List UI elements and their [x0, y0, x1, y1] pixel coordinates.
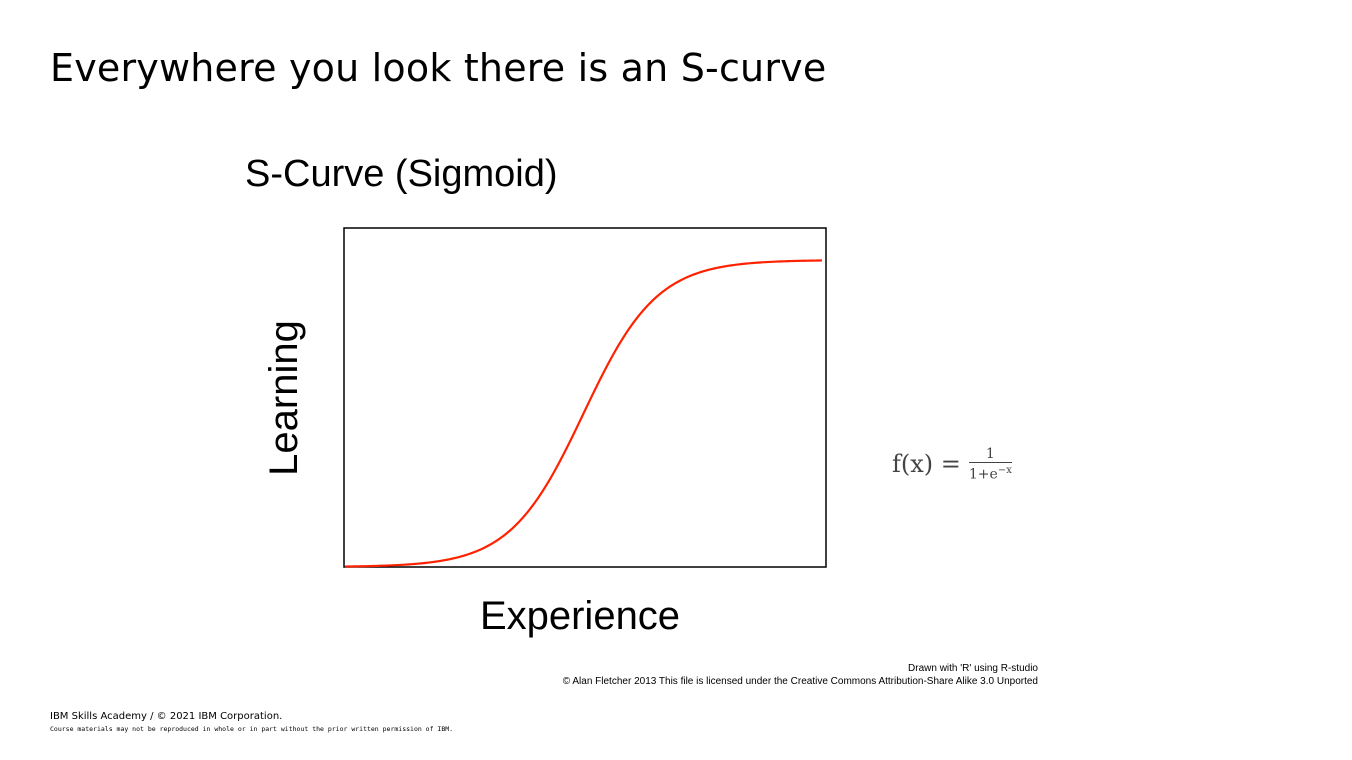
- formula-numerator: 1: [985, 446, 995, 462]
- sigmoid-formula: f(x) = 1 1+e−x: [892, 447, 1012, 482]
- credit-line-1: Drawn with 'R' using R-studio: [908, 663, 1038, 674]
- y-axis-label: Learning: [262, 320, 306, 476]
- slide-title: Everywhere you look there is an S-curve: [50, 46, 827, 90]
- formula-denominator: 1+e−x: [969, 464, 1012, 482]
- credit-line-2: © Alan Fletcher 2013 This file is licens…: [562, 676, 1038, 687]
- denominator-exponent: −x: [997, 465, 1012, 476]
- fraction-bar: [968, 462, 1012, 463]
- footer-copyright: IBM Skills Academy / © 2021 IBM Corporat…: [50, 711, 283, 722]
- sigmoid-curve: [344, 259, 823, 568]
- plot-frame: [343, 227, 827, 568]
- denominator-base: 1+e: [968, 466, 998, 483]
- formula-lhs: f(x) =: [892, 450, 961, 479]
- formula-fraction: 1 1+e−x: [968, 446, 1012, 482]
- x-axis-label: Experience: [480, 594, 680, 638]
- chart-title: S-Curve (Sigmoid): [245, 153, 558, 195]
- footer-disclaimer: Course materials may not be reproduced i…: [50, 725, 454, 733]
